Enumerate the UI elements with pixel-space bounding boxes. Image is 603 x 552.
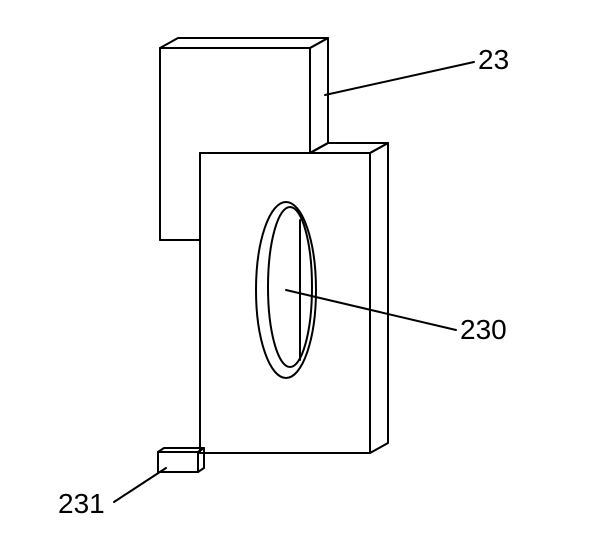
diagram-stage: 23 230 231 [0, 0, 603, 547]
slot-inner [268, 207, 312, 367]
label-23: 23 [478, 44, 509, 76]
front-plate-right [370, 143, 388, 453]
leader-23 [325, 62, 474, 95]
back-plate-top [160, 38, 328, 48]
label-231: 231 [58, 488, 105, 520]
label-230: 230 [460, 314, 507, 346]
foot-top [158, 448, 204, 452]
part-drawing [0, 0, 603, 547]
leader-231 [114, 468, 166, 502]
front-plate-top [310, 143, 388, 153]
